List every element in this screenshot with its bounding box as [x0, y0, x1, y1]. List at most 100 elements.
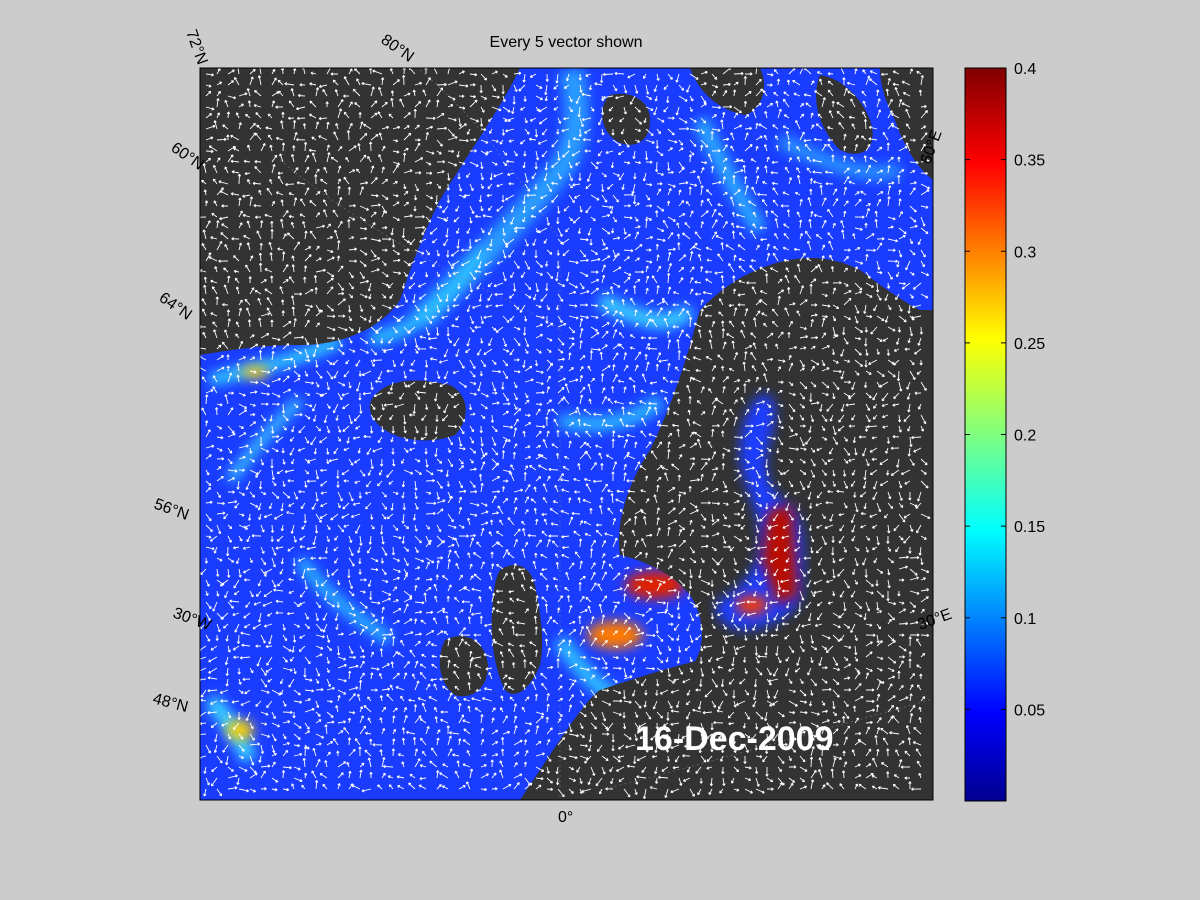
vector-arrow [794, 274, 801, 284]
vector-arrow [634, 711, 639, 718]
vector-arrow [623, 227, 627, 235]
vector-arrow [678, 493, 682, 504]
vector-arrow [309, 100, 317, 108]
vector-arrow [434, 706, 438, 713]
vector-arrow [634, 117, 643, 125]
vector-arrow [887, 601, 897, 606]
vector-arrow [320, 468, 328, 473]
vector-arrow [777, 458, 784, 463]
vector-arrow [359, 132, 368, 141]
vector-arrow [447, 128, 455, 137]
vector-arrow [699, 678, 703, 687]
vector-arrow [491, 369, 501, 374]
vector-arrow [839, 590, 845, 598]
vector-arrow [711, 568, 717, 574]
vector-arrow [851, 524, 856, 533]
vector-arrow [916, 638, 922, 647]
vector-arrow [645, 318, 652, 328]
vector-arrow [645, 633, 656, 638]
vector-arrow [458, 574, 463, 581]
vector-arrow [667, 339, 672, 350]
vector-arrow [612, 537, 618, 548]
vector-arrow [216, 137, 227, 142]
vector-arrow [898, 696, 909, 702]
vector-arrow [916, 684, 922, 691]
vector-arrow [391, 448, 395, 455]
vector-arrow [467, 671, 471, 680]
vector-arrow [380, 557, 385, 564]
vector-arrow [732, 89, 737, 97]
vector-arrow [803, 556, 812, 560]
vector-arrow [810, 678, 817, 687]
vector-arrow [590, 303, 599, 308]
vector-arrow [843, 290, 852, 295]
vector-arrow [534, 626, 538, 636]
vector-arrow [556, 128, 560, 135]
vector-arrow [252, 181, 262, 186]
vector-arrow [735, 645, 746, 651]
vector-arrow [788, 354, 792, 361]
vector-arrow [769, 700, 779, 707]
vector-arrow [436, 249, 440, 257]
vector-arrow [388, 113, 394, 119]
vector-arrow [744, 711, 750, 720]
vector-arrow [519, 304, 526, 313]
vector-arrow [403, 293, 408, 303]
vector-arrow [453, 392, 460, 396]
vector-arrow [359, 121, 364, 130]
vector-arrow [271, 752, 277, 757]
vector-arrow [447, 80, 458, 86]
vector-arrow [678, 181, 689, 185]
vector-arrow [296, 138, 306, 142]
vector-arrow [546, 337, 553, 342]
vector-arrow [697, 329, 702, 339]
vector-arrow [632, 384, 636, 394]
vector-arrow [540, 672, 548, 680]
vector-arrow [337, 678, 347, 683]
vector-arrow [568, 722, 573, 733]
vector-arrow [666, 407, 671, 416]
vector-arrow [546, 739, 551, 746]
vector-arrow [269, 178, 273, 185]
vector-arrow [238, 242, 243, 251]
vector-arrow [722, 105, 733, 109]
vector-arrow [458, 138, 469, 143]
vector-arrow [246, 242, 251, 251]
vector-arrow [507, 172, 515, 176]
vector-arrow [403, 557, 409, 567]
vector-arrow [590, 377, 596, 383]
vector-arrow [249, 590, 254, 598]
vector-arrow [689, 656, 693, 663]
vector-arrow [535, 95, 543, 101]
vector-arrow [869, 157, 878, 163]
vector-arrow [303, 772, 308, 779]
vector-arrow [797, 502, 801, 512]
vector-arrow [865, 164, 871, 174]
vector-arrow [524, 293, 532, 299]
vector-arrow [227, 391, 234, 395]
vector-arrow [469, 467, 477, 471]
vector-arrow [524, 172, 529, 183]
vector-arrow [920, 125, 927, 130]
vector-arrow [523, 739, 528, 746]
vector-arrow [879, 480, 889, 486]
vector-arrow [419, 260, 427, 265]
vector-arrow [499, 769, 504, 779]
vector-arrow [370, 612, 376, 618]
vector-arrow [293, 241, 300, 251]
vector-arrow [895, 337, 900, 345]
vector-arrow [546, 348, 552, 353]
vector-arrow [479, 117, 484, 127]
vector-arrow [326, 667, 330, 673]
vector-arrow [208, 145, 218, 152]
vector-arrow [378, 86, 383, 97]
vector-arrow [326, 699, 333, 704]
vector-arrow [557, 172, 562, 180]
vector-arrow [755, 491, 761, 498]
vector-arrow [598, 603, 603, 614]
vector-arrow [864, 326, 869, 333]
vector-arrow [663, 318, 669, 328]
vector-arrow [889, 731, 900, 735]
vector-arrow [733, 700, 737, 708]
vector-arrow [605, 150, 614, 155]
